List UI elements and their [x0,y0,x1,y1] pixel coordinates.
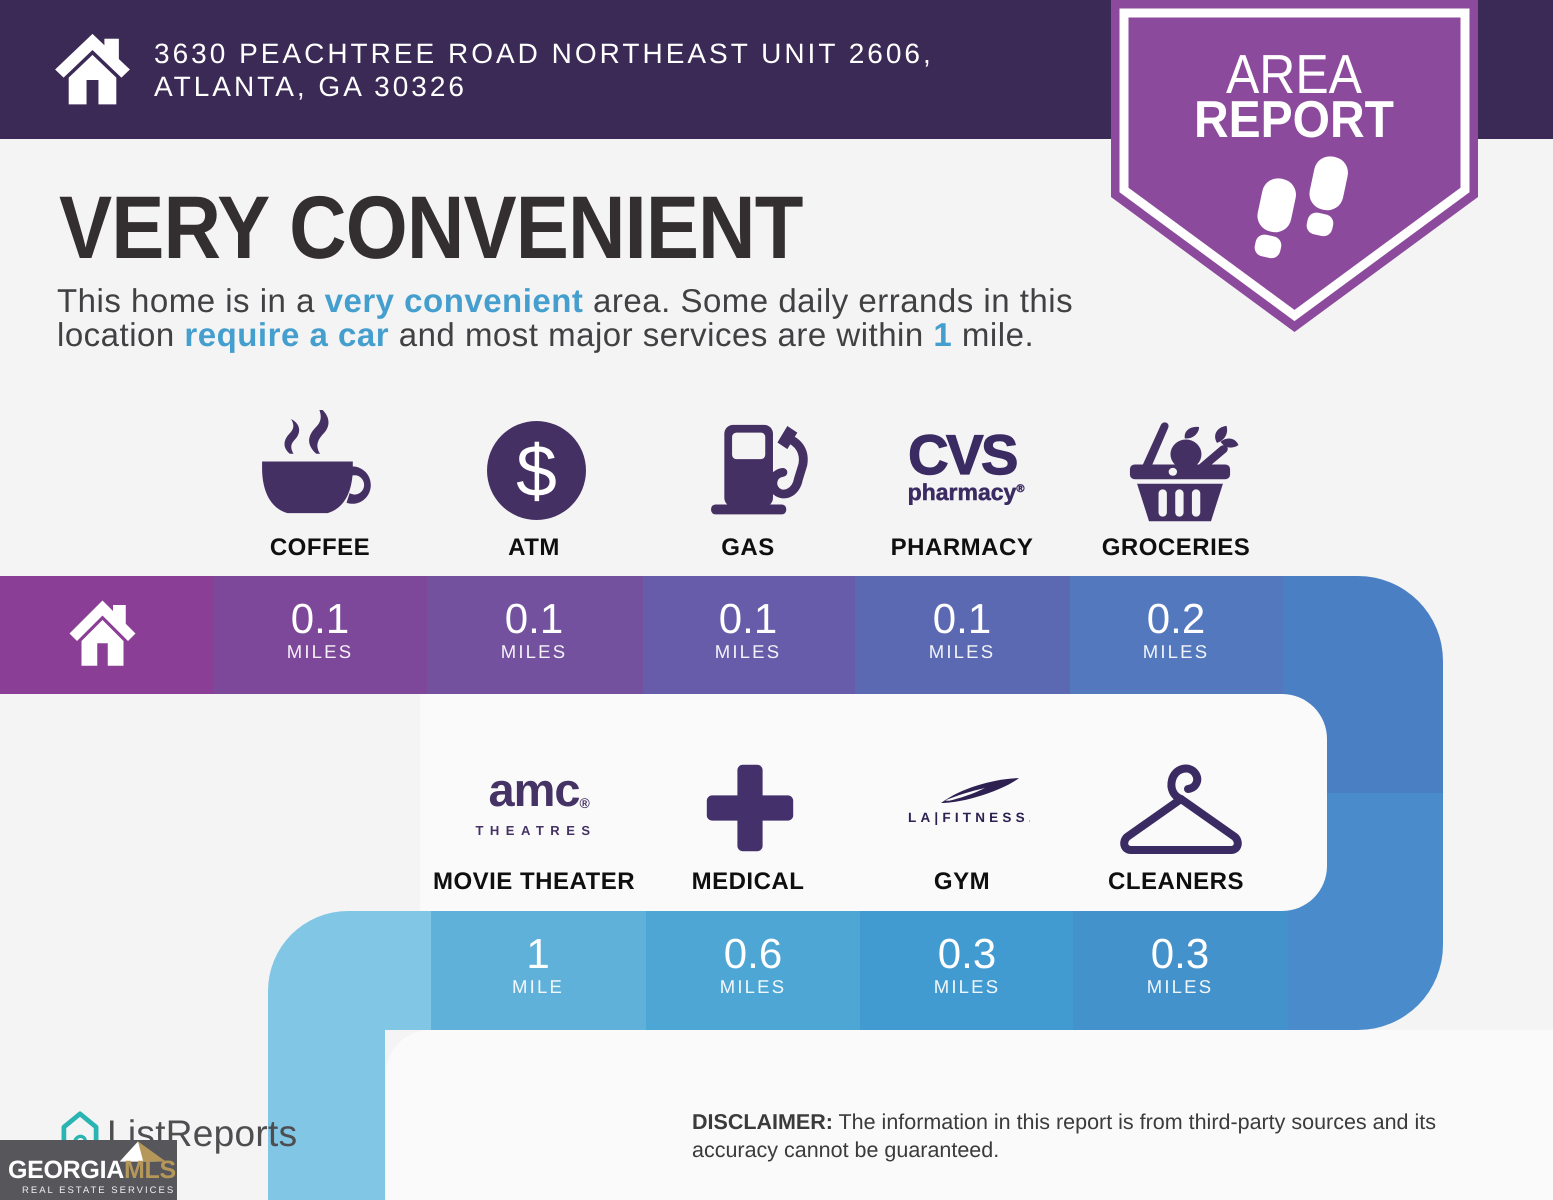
svg-text:$: $ [516,430,557,512]
svg-text:LA|FITNESS.: LA|FITNESS. [908,810,1030,825]
svg-text:AREA: AREA [1226,43,1362,105]
svg-text:REPORT: REPORT [1194,91,1394,149]
